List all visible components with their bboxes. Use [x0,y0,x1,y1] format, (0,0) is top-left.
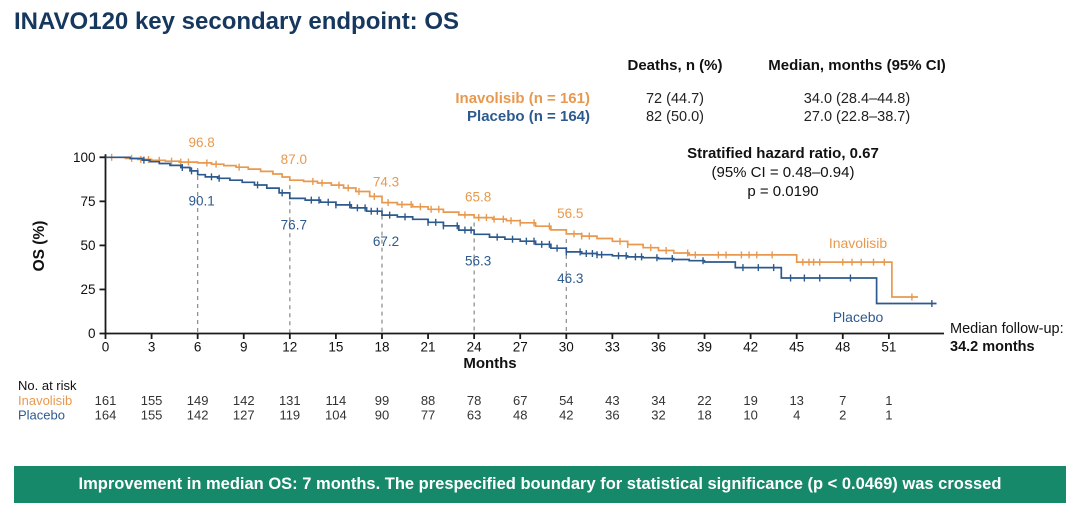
stats-row-placebo-label: Placebo (n = 164) [467,108,590,125]
at-risk-value: 119 [279,408,300,423]
stats-row-inavolisib-label: Inavolisib (n = 161) [455,90,590,107]
hazard-ratio-block: Stratified hazard ratio, 0.67 (95% CI = … [628,144,938,201]
at-risk-row-label-inavolisib: Inavolisib [18,393,72,408]
placebo-landmark-label: 56.3 [465,253,491,268]
at-risk-value: 142 [233,393,255,408]
placebo-landmark-label: 90.1 [189,194,215,209]
at-risk-value: 99 [375,393,389,408]
x-tick-label: 45 [789,340,804,355]
y-tick-label: 100 [73,150,96,165]
x-tick-label: 9 [240,340,248,355]
x-tick-label: 3 [148,340,156,355]
x-tick-label: 36 [651,340,666,355]
at-risk-value: 164 [95,408,117,423]
y-tick-label: 0 [88,326,96,341]
at-risk-value: 104 [325,408,347,423]
at-risk-row-label-placebo: Placebo [18,408,65,423]
at-risk-value: 1 [885,393,892,408]
page-title: INAVO120 key secondary endpoint: OS [14,8,460,35]
x-tick-label: 15 [328,340,343,355]
at-risk-value: 42 [559,408,573,423]
at-risk-title: No. at risk [18,378,77,393]
at-risk-value: 48 [513,408,527,423]
x-tick-label: 48 [835,340,850,355]
at-risk-value: 18 [697,408,711,423]
at-risk-value: 88 [421,393,435,408]
at-risk-value: 2 [839,408,846,423]
at-risk-value: 22 [697,393,711,408]
x-tick-label: 51 [881,340,896,355]
median-followup-note: Median follow-up: 34.2 months [950,320,1078,356]
at-risk-value: 13 [789,393,803,408]
x-tick-label: 39 [697,340,712,355]
hazard-ratio-line: Stratified hazard ratio, 0.67 [687,145,879,162]
highlight-banner: Improvement in median OS: 7 months. The … [14,466,1066,503]
at-risk-value: 155 [141,408,163,423]
at-risk-value: 67 [513,393,527,408]
highlight-banner-text: Improvement in median OS: 7 months. The … [78,475,1002,493]
inavolisib-landmark-label: 96.8 [189,135,215,150]
x-axis-title: Months [463,355,516,372]
x-tick-label: 6 [194,340,202,355]
at-risk-value: 54 [559,393,573,408]
at-risk-value: 63 [467,408,481,423]
at-risk-value: 161 [95,393,117,408]
x-tick-label: 42 [743,340,758,355]
x-tick-label: 18 [374,340,389,355]
at-risk-value: 34 [651,393,665,408]
median-followup-value: 34.2 months [950,339,1035,355]
at-risk-value: 77 [421,408,435,423]
at-risk-value: 10 [743,408,757,423]
at-risk-value: 131 [279,393,301,408]
at-risk-value: 43 [605,393,619,408]
stats-header-median: Median, months (95% CI) [768,57,946,74]
y-tick-label: 75 [80,194,95,209]
y-axis-title: OS (%) [31,221,48,272]
at-risk-value: 7 [839,393,846,408]
stats-row-inavolisib-deaths: 72 (44.7) [645,91,705,107]
hazard-ratio-ci: (95% CI = 0.48–0.94) [711,164,855,181]
y-tick-label: 50 [80,238,95,253]
at-risk-value: 142 [187,408,209,423]
at-risk-value: 4 [793,408,800,423]
at-risk-value: 90 [375,408,389,423]
placebo-curve-label: Placebo [833,309,884,325]
median-followup-label: Median follow-up: [950,321,1064,337]
stats-header-deaths: Deaths, n (%) [627,57,723,74]
at-risk-value: 127 [233,408,255,423]
placebo-landmark-label: 67.2 [373,234,399,249]
x-tick-label: 30 [559,340,574,355]
inavolisib-landmark-label: 74.3 [373,175,399,190]
stats-row-placebo-deaths: 82 (50.0) [645,109,705,125]
placebo-landmark-label: 76.7 [281,217,307,232]
stats-row-placebo-median: 27.0 (22.8–38.7) [803,109,911,125]
x-tick-label: 33 [605,340,620,355]
at-risk-value: 1 [885,408,892,423]
placebo-curve [105,156,937,305]
inavolisib-landmark-label: 87.0 [281,152,307,167]
y-tick-label: 25 [80,282,95,297]
hazard-ratio-pvalue: p = 0.0190 [747,183,819,200]
inavolisib-landmark-label: 56.5 [557,206,583,221]
at-risk-value: 114 [326,393,347,408]
at-risk-value: 78 [467,393,481,408]
x-tick-label: 0 [102,340,110,355]
x-tick-label: 24 [467,340,483,355]
at-risk-value: 32 [651,408,665,423]
placebo-landmark-label: 46.3 [557,271,583,286]
at-risk-value: 36 [605,408,619,423]
at-risk-value: 19 [743,393,757,408]
at-risk-value: 155 [141,393,163,408]
inavolisib-curve-label: Inavolisib [829,235,888,251]
x-tick-label: 12 [282,340,297,355]
x-tick-label: 21 [421,340,436,355]
inavolisib-landmark-label: 65.8 [465,190,491,205]
stats-row-inavolisib-median: 34.0 (28.4–44.8) [803,91,911,107]
at-risk-value: 149 [187,393,209,408]
x-tick-label: 27 [513,340,528,355]
